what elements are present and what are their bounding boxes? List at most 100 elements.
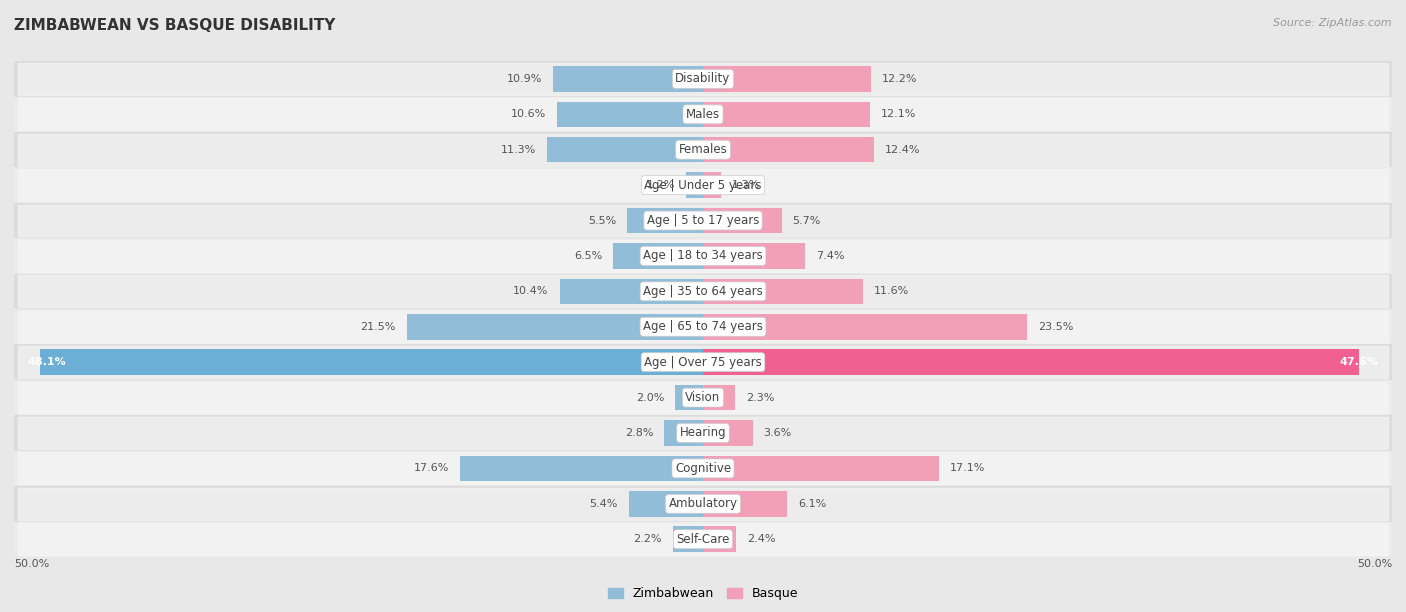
Text: 17.1%: 17.1% <box>949 463 986 474</box>
Bar <box>18 240 1388 272</box>
Bar <box>406 314 703 340</box>
Text: Cognitive: Cognitive <box>675 462 731 475</box>
Text: Females: Females <box>679 143 727 156</box>
Text: Hearing: Hearing <box>679 427 727 439</box>
Bar <box>703 491 787 517</box>
Bar <box>18 452 1388 484</box>
Bar <box>14 238 1392 274</box>
Bar <box>703 385 735 410</box>
Text: Vision: Vision <box>685 391 721 404</box>
Bar <box>14 345 1392 380</box>
Bar <box>14 203 1392 238</box>
Bar <box>703 208 782 233</box>
Bar <box>560 278 703 304</box>
Bar <box>18 382 1388 414</box>
Text: 2.8%: 2.8% <box>624 428 654 438</box>
Text: 12.2%: 12.2% <box>882 74 918 84</box>
Bar <box>703 66 872 92</box>
Text: 2.0%: 2.0% <box>636 392 665 403</box>
Bar <box>18 134 1388 166</box>
Bar <box>703 420 752 446</box>
Bar <box>14 132 1392 168</box>
Bar <box>686 173 703 198</box>
Text: 1.2%: 1.2% <box>647 180 675 190</box>
Text: Self-Care: Self-Care <box>676 532 730 546</box>
Bar <box>18 63 1388 95</box>
Bar <box>627 208 703 233</box>
Bar <box>18 169 1388 201</box>
Bar <box>703 349 1358 375</box>
Text: 47.6%: 47.6% <box>1340 357 1378 367</box>
Bar <box>14 309 1392 345</box>
Bar <box>14 380 1392 416</box>
Bar <box>557 102 703 127</box>
Bar <box>613 243 703 269</box>
Text: ZIMBABWEAN VS BASQUE DISABILITY: ZIMBABWEAN VS BASQUE DISABILITY <box>14 18 336 34</box>
Text: 5.7%: 5.7% <box>793 215 821 226</box>
Text: Age | 65 to 74 years: Age | 65 to 74 years <box>643 320 763 334</box>
Bar <box>703 243 806 269</box>
Bar <box>18 311 1388 343</box>
Text: 50.0%: 50.0% <box>1357 559 1392 569</box>
Bar <box>18 488 1388 520</box>
Bar <box>18 523 1388 555</box>
Text: 48.1%: 48.1% <box>28 357 66 367</box>
Bar <box>675 385 703 410</box>
Text: Source: ZipAtlas.com: Source: ZipAtlas.com <box>1274 18 1392 28</box>
Bar <box>703 173 721 198</box>
Bar <box>703 278 863 304</box>
Text: Age | 35 to 64 years: Age | 35 to 64 years <box>643 285 763 298</box>
Bar <box>703 526 737 552</box>
Text: 7.4%: 7.4% <box>815 251 845 261</box>
Bar <box>547 137 703 162</box>
Text: 5.4%: 5.4% <box>589 499 617 509</box>
Text: Age | 18 to 34 years: Age | 18 to 34 years <box>643 250 763 263</box>
Text: Age | Under 5 years: Age | Under 5 years <box>644 179 762 192</box>
Bar <box>703 137 875 162</box>
Bar <box>14 274 1392 309</box>
Bar <box>553 66 703 92</box>
Bar <box>14 450 1392 486</box>
Text: 12.1%: 12.1% <box>880 110 917 119</box>
Bar <box>703 456 939 481</box>
Bar <box>665 420 703 446</box>
Text: 2.2%: 2.2% <box>633 534 662 544</box>
Text: 17.6%: 17.6% <box>415 463 450 474</box>
Text: 11.6%: 11.6% <box>875 286 910 296</box>
Bar <box>18 417 1388 449</box>
Bar <box>41 349 703 375</box>
Text: Age | Over 75 years: Age | Over 75 years <box>644 356 762 368</box>
Bar <box>14 97 1392 132</box>
Text: 3.6%: 3.6% <box>763 428 792 438</box>
Text: 2.4%: 2.4% <box>747 534 776 544</box>
Text: 11.3%: 11.3% <box>501 144 536 155</box>
Bar <box>14 521 1392 557</box>
Text: 5.5%: 5.5% <box>588 215 616 226</box>
Bar <box>628 491 703 517</box>
Text: Ambulatory: Ambulatory <box>668 498 738 510</box>
Bar <box>672 526 703 552</box>
Text: 12.4%: 12.4% <box>884 144 921 155</box>
Text: 21.5%: 21.5% <box>360 322 395 332</box>
Legend: Zimbabwean, Basque: Zimbabwean, Basque <box>607 588 799 600</box>
Bar <box>14 168 1392 203</box>
Bar <box>14 486 1392 521</box>
Bar <box>703 102 870 127</box>
Bar <box>14 61 1392 97</box>
Text: 50.0%: 50.0% <box>14 559 49 569</box>
Bar <box>703 314 1026 340</box>
Text: 6.1%: 6.1% <box>799 499 827 509</box>
Bar <box>461 456 703 481</box>
Text: 6.5%: 6.5% <box>574 251 602 261</box>
Text: Age | 5 to 17 years: Age | 5 to 17 years <box>647 214 759 227</box>
Bar <box>18 275 1388 307</box>
Text: 23.5%: 23.5% <box>1038 322 1073 332</box>
Text: Males: Males <box>686 108 720 121</box>
Text: 10.9%: 10.9% <box>506 74 541 84</box>
Text: Disability: Disability <box>675 72 731 86</box>
Bar <box>18 99 1388 130</box>
Bar <box>14 416 1392 450</box>
Text: 10.4%: 10.4% <box>513 286 548 296</box>
Text: 10.6%: 10.6% <box>510 110 546 119</box>
Text: 2.3%: 2.3% <box>745 392 775 403</box>
